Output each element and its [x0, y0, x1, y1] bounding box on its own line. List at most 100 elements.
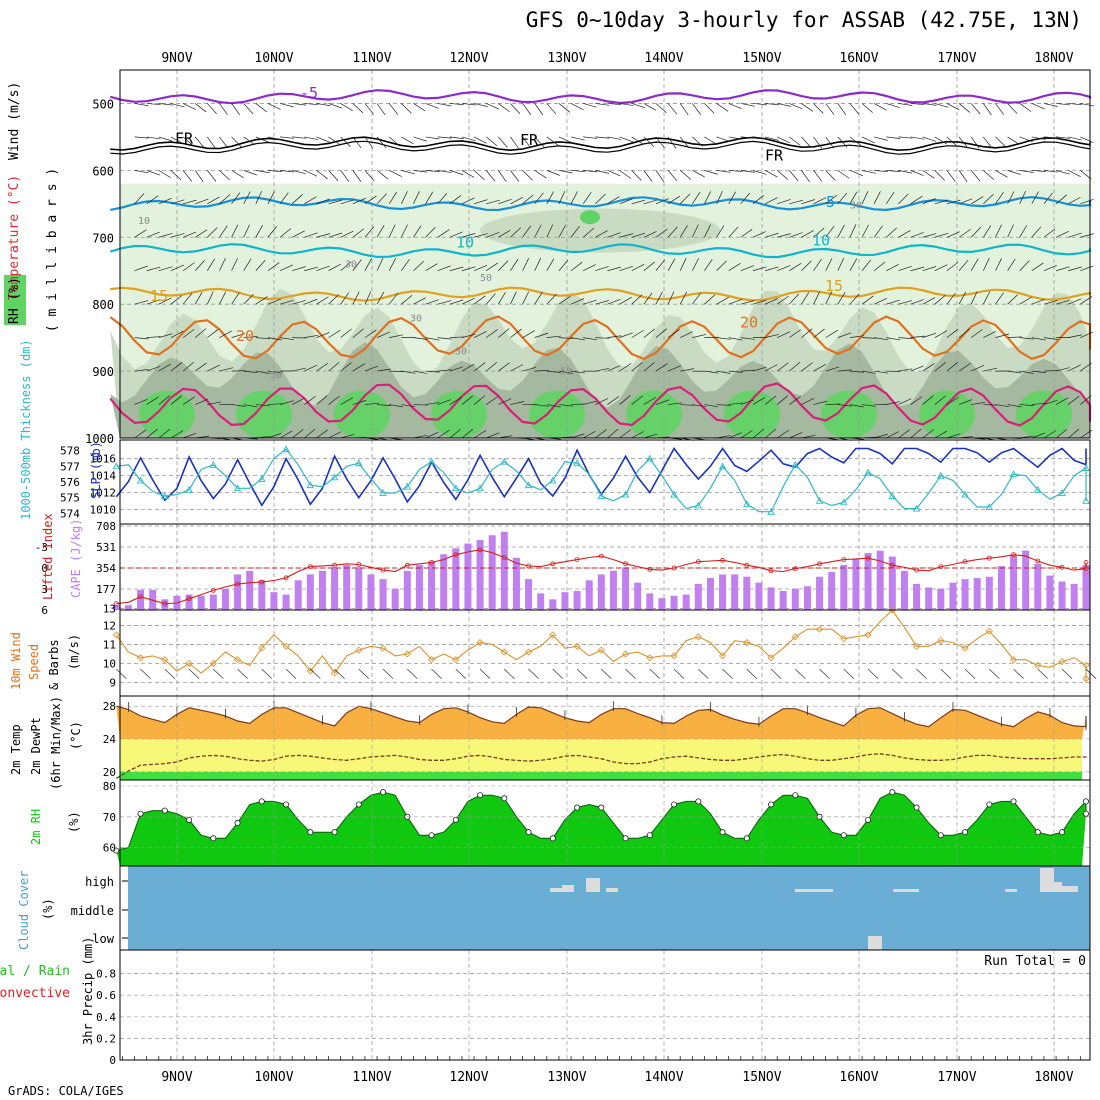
- wind-barb: [188, 668, 200, 679]
- wind-barb: [473, 103, 488, 107]
- wind-barb: [789, 103, 803, 110]
- wind-barb: [765, 103, 780, 106]
- cape-tick: 177: [96, 583, 116, 596]
- wind-barb: [170, 264, 184, 272]
- precip-tick: 0.2: [96, 1032, 116, 1045]
- wind-barb: [170, 295, 183, 305]
- ylabel-total-rain: Total / Rain: [0, 964, 70, 979]
- wind-barb: [1080, 395, 1092, 405]
- wind-barb: [740, 136, 755, 139]
- wind-barb: [813, 197, 827, 205]
- wind-barb: [631, 395, 643, 405]
- wind-barb: [1019, 170, 1034, 173]
- wind-barb: [789, 361, 801, 372]
- wind-speed-point: [233, 656, 242, 664]
- wind-barb: [1031, 298, 1046, 305]
- wind-barb: [449, 299, 464, 305]
- rh2m-tick: 70: [103, 811, 116, 824]
- wind-barb: [837, 170, 850, 179]
- wind-barb: [340, 397, 354, 405]
- wind-barb: [704, 170, 718, 175]
- wind-speed-point: [743, 638, 751, 647]
- wind-barb: [643, 261, 655, 271]
- wind-barb: [146, 170, 160, 176]
- wind-barb: [886, 103, 900, 108]
- wind-barb: [364, 136, 374, 149]
- wind-barb: [680, 404, 695, 406]
- wind-barb: [946, 361, 958, 372]
- wind-barb: [971, 196, 984, 205]
- wind-barb: [983, 330, 996, 338]
- thickness-point: [718, 462, 727, 470]
- rh2m-point: [743, 835, 750, 842]
- cape-bar: [634, 582, 642, 610]
- wind-barb: [1007, 336, 1022, 338]
- wind-barb: [401, 404, 416, 408]
- wind-barb: [280, 170, 295, 173]
- wind-barb: [546, 293, 557, 305]
- wind-barb: [1037, 668, 1049, 679]
- thickness-point: [912, 504, 921, 512]
- wind-speed-point: [427, 656, 436, 664]
- rh2m-point: [574, 804, 581, 811]
- wind-barb: [680, 368, 695, 372]
- wind-barb: [364, 258, 372, 271]
- ylabel-temp-unit: (°C): [69, 721, 83, 750]
- panel-frame: [119, 949, 1091, 1061]
- day-label-top: 10NOV: [254, 51, 293, 66]
- lifted-point: [453, 552, 459, 558]
- wind-barb: [1043, 103, 1058, 107]
- day-label-top: 9NOV: [161, 51, 192, 66]
- wind-barb: [285, 668, 297, 679]
- wind-speed-point: [355, 646, 363, 654]
- wind-barb: [862, 404, 876, 407]
- wind-speed-point: [985, 627, 993, 635]
- wind-barb: [934, 103, 949, 108]
- rh-green-blob: [919, 390, 975, 439]
- wind-barb: [752, 397, 766, 405]
- lifted-point: [574, 557, 580, 562]
- lifted-point: [283, 575, 289, 581]
- wind-barb: [292, 266, 306, 272]
- wind-barb: [801, 170, 810, 183]
- thickness-line: [116, 448, 1087, 513]
- wind-barb: [995, 258, 1002, 271]
- ylabel-cloud-unit: (%): [41, 898, 55, 920]
- wind-barb: [1068, 364, 1081, 372]
- cape-bar: [658, 598, 666, 610]
- contour-label: 10: [138, 216, 150, 227]
- cape-bar: [355, 567, 363, 610]
- rh2m-panel: [113, 779, 1091, 867]
- wind-barb: [886, 227, 897, 238]
- wind-barb: [898, 229, 911, 238]
- wind-barb: [182, 262, 195, 272]
- wind-barb: [401, 103, 412, 114]
- cloud-clear-gap: [893, 889, 919, 892]
- day-label-bottom: 14NOV: [644, 1070, 683, 1085]
- wind-barb: [595, 136, 610, 139]
- cape-bar: [876, 550, 884, 610]
- wind-barb: [437, 136, 452, 139]
- wind-barb: [486, 231, 500, 238]
- wind-barb: [558, 295, 571, 305]
- wind-barb: [716, 337, 731, 340]
- wind-speed-point: [694, 633, 702, 641]
- cape-bar: [1010, 555, 1018, 610]
- wind-barb: [1043, 228, 1056, 238]
- wind-barb: [425, 299, 439, 305]
- thickness-point: [185, 485, 193, 493]
- wind-barb: [789, 293, 800, 305]
- wind-barb: [946, 328, 959, 338]
- wind-barb: [989, 668, 1000, 679]
- wind-barb: [413, 297, 426, 305]
- thickness-point: [209, 460, 218, 468]
- wind-barb: [219, 291, 227, 305]
- wind-barb: [910, 170, 924, 176]
- wind-barb: [995, 192, 1004, 205]
- wind-barb: [619, 103, 634, 106]
- wind-barb: [692, 334, 707, 338]
- wind-barb: [255, 224, 264, 238]
- wind-barb: [667, 226, 678, 238]
- wind-barb: [801, 103, 814, 112]
- wind-barb: [874, 170, 889, 173]
